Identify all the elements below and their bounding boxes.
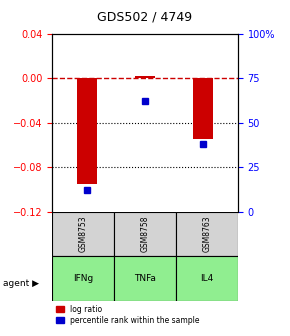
FancyBboxPatch shape bbox=[176, 256, 238, 301]
Legend: log ratio, percentile rank within the sample: log ratio, percentile rank within the sa… bbox=[56, 305, 199, 325]
FancyBboxPatch shape bbox=[176, 212, 238, 256]
FancyBboxPatch shape bbox=[114, 256, 176, 301]
Text: agent ▶: agent ▶ bbox=[3, 280, 39, 288]
Text: TNFa: TNFa bbox=[134, 274, 156, 283]
FancyBboxPatch shape bbox=[114, 212, 176, 256]
Bar bbox=[77, 78, 97, 184]
Text: GSM8763: GSM8763 bbox=[202, 216, 211, 252]
Text: IFNg: IFNg bbox=[73, 274, 93, 283]
FancyBboxPatch shape bbox=[52, 212, 114, 256]
Bar bbox=[193, 78, 213, 139]
FancyBboxPatch shape bbox=[52, 256, 114, 301]
Bar bbox=[135, 76, 155, 78]
Text: IL4: IL4 bbox=[200, 274, 213, 283]
Text: GSM8753: GSM8753 bbox=[79, 216, 88, 252]
Text: GDS502 / 4749: GDS502 / 4749 bbox=[97, 10, 193, 24]
Text: GSM8758: GSM8758 bbox=[140, 216, 150, 252]
